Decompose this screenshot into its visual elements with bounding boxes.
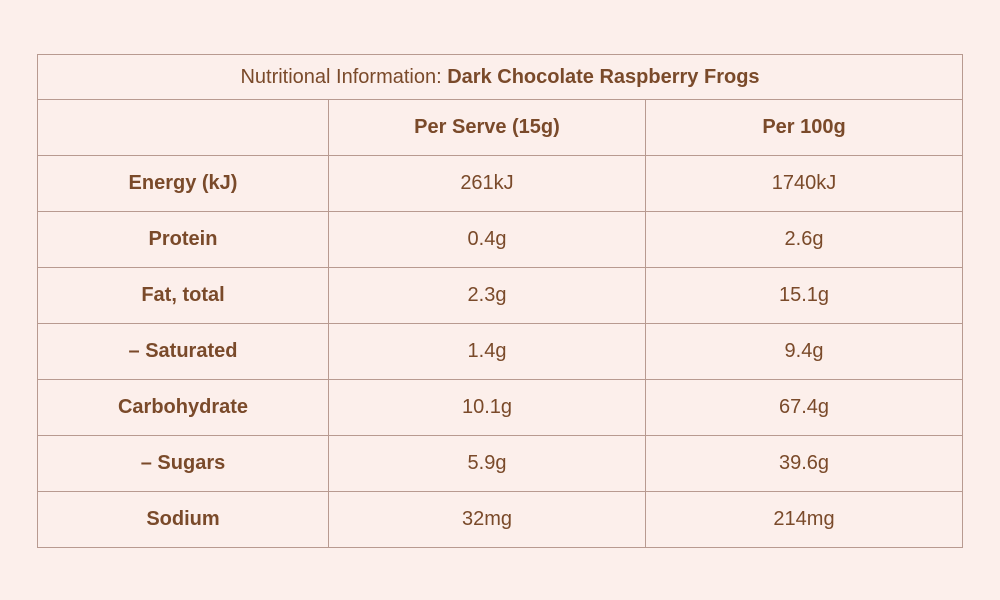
per-100g-value: 214mg	[644, 491, 964, 548]
per-100g-value: 67.4g	[644, 379, 964, 436]
row-label: – Sugars	[37, 435, 329, 492]
per-serve-value: 5.9g	[328, 435, 646, 492]
table-row: – Saturated 1.4g 9.4g	[37, 323, 964, 380]
per-serve-value: 1.4g	[328, 323, 646, 380]
per-serve-value: 2.3g	[328, 267, 646, 324]
per-serve-value: 0.4g	[328, 211, 646, 268]
table-row: Sodium 32mg 214mg	[37, 491, 964, 548]
row-label: Protein	[37, 211, 329, 268]
row-label: Carbohydrate	[37, 379, 329, 436]
title-prefix: Nutritional Information:	[240, 65, 448, 88]
table-row: Protein 0.4g 2.6g	[37, 211, 964, 268]
row-label: Energy (kJ)	[37, 155, 329, 212]
table-row: Energy (kJ) 261kJ 1740kJ	[37, 155, 964, 212]
nutrition-table: Nutritional Information: Dark Chocolate …	[36, 54, 964, 548]
per-100g-value: 15.1g	[644, 267, 964, 324]
table-row: Carbohydrate 10.1g 67.4g	[37, 379, 964, 436]
per-serve-value: 10.1g	[328, 379, 646, 436]
product-name: Dark Chocolate Raspberry Frogs	[447, 65, 760, 88]
table-row: – Sugars 5.9g 39.6g	[37, 435, 964, 492]
per-100g-value: 9.4g	[644, 323, 964, 380]
table-title-row: Nutritional Information: Dark Chocolate …	[36, 54, 964, 100]
column-header-row: Per Serve (15g) Per 100g	[37, 99, 964, 156]
per-100g-value: 1740kJ	[644, 155, 964, 212]
row-label: – Saturated	[37, 323, 329, 380]
per-100g-value: 39.6g	[644, 435, 964, 492]
row-label: Sodium	[37, 491, 329, 548]
table-title: Nutritional Information: Dark Chocolate …	[36, 54, 964, 100]
per-serve-value: 32mg	[328, 491, 646, 548]
row-label: Fat, total	[37, 267, 329, 324]
per-100g-value: 2.6g	[644, 211, 964, 268]
column-header-per-100g: Per 100g	[644, 99, 964, 156]
per-serve-value: 261kJ	[328, 155, 646, 212]
column-header-per-serve: Per Serve (15g)	[328, 99, 646, 156]
column-header-empty	[37, 99, 329, 156]
table-row: Fat, total 2.3g 15.1g	[37, 267, 964, 324]
